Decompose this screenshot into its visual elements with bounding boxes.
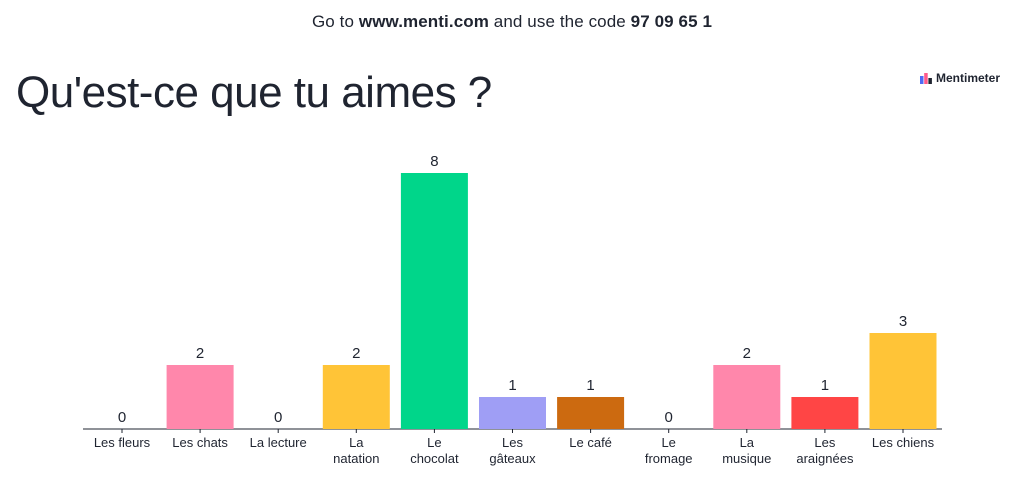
bar-9 [791,397,859,429]
data-label-0: 0 [118,409,126,426]
data-label-10: 3 [899,313,907,330]
category-label-4: Le chocolat [410,435,459,466]
bar-10 [869,333,937,429]
category-label-line: natation [333,451,379,466]
menti-url-link[interactable]: www.menti.com [358,12,489,31]
bar-8 [713,365,781,429]
instructions-middle: and use the code [493,12,626,31]
instructions-prefix: Go to [311,12,355,31]
data-label-5: 1 [508,377,516,394]
data-label-1: 2 [196,345,204,362]
category-label-line: fromage [645,451,693,466]
category-label-9: Les araignées [796,435,854,466]
category-label-1: Les chats [172,435,228,450]
data-label-8: 2 [743,345,751,362]
brand-name: Mentimeter [936,71,1001,85]
category-label-8: La musique [722,435,771,466]
category-label-line: Le [427,435,441,450]
bar-5 [479,397,546,429]
category-label-3: La natation [333,435,379,466]
category-label-line: Les fleurs [94,435,151,450]
category-label-line: Les [502,435,523,450]
data-label-2: 0 [274,409,282,426]
category-label-line: musique [722,451,771,466]
data-label-3: 2 [352,345,360,362]
data-label-6: 1 [586,377,594,394]
category-label-line: La [349,435,364,450]
voting-code: 97 09 65 1 [630,12,713,31]
category-label-0: Les fleurs [94,435,151,450]
category-label-line: Le [661,435,675,450]
question-title: Qu'est-ce que tu aimes ? [16,68,492,117]
data-label-9: 1 [821,377,829,394]
mentimeter-brand: Mentimeter [920,71,1000,85]
category-label-line: Les chats [172,435,228,450]
data-label-4: 8 [430,153,438,170]
category-label-line: Les chiens [872,435,935,450]
data-label-7: 0 [665,409,673,426]
category-label-line: Le café [569,435,612,450]
bar-3 [322,365,390,429]
bar-1 [166,365,234,429]
category-label-7: Le fromage [645,435,693,466]
category-label-line: La [740,435,755,450]
category-label-line: araignées [796,451,854,466]
category-label-line: gâteaux [489,451,536,466]
category-label-10: Les chiens [872,435,935,450]
bar-4 [400,173,468,429]
mentimeter-logo-icon [920,72,932,84]
category-label-line: chocolat [410,451,459,466]
join-instructions: Go to www.menti.com and use the code 97 … [0,12,1024,32]
category-label-line: La lecture [250,435,307,450]
category-label-line: Les [814,435,835,450]
category-label-5: Les gâteaux [489,435,536,466]
bar-6 [557,397,625,429]
category-label-6: Le café [569,435,612,450]
category-label-2: La lecture [250,435,307,450]
